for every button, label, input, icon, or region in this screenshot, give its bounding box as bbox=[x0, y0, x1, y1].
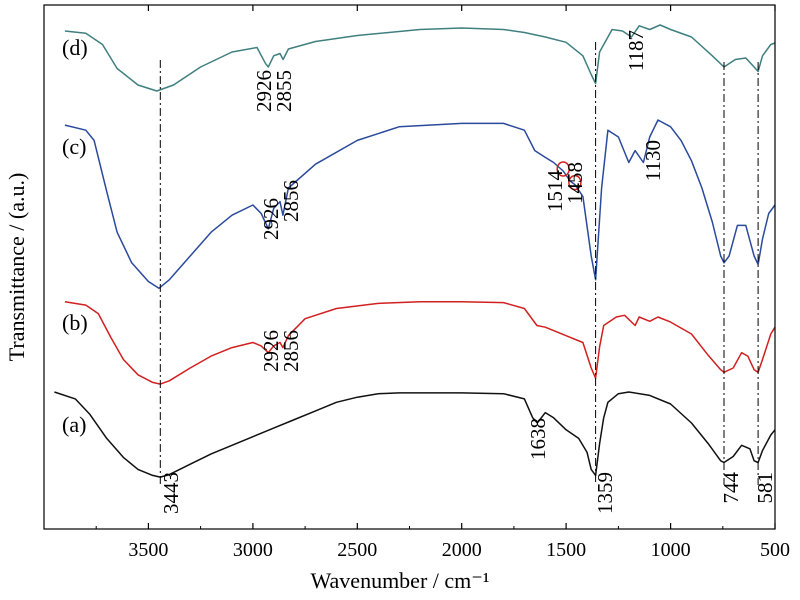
peak-label-d-2926: 2926 bbox=[252, 70, 276, 112]
circled-peak-1458 bbox=[568, 174, 582, 191]
peak-label-b-2926: 2926 bbox=[259, 330, 283, 372]
peak-label-c-1130: 1130 bbox=[641, 140, 665, 181]
peak-label-c-1514: 1514 bbox=[543, 170, 567, 213]
peak-label-c-2856: 2856 bbox=[279, 180, 303, 222]
peak-label-a-1359: 1359 bbox=[593, 472, 617, 514]
series-line-b bbox=[64, 300, 776, 385]
reference-lines-group bbox=[159, 42, 759, 485]
peak-label-d-1187: 1187 bbox=[624, 30, 648, 71]
x-axis-ticks: 3500 3000 2500 2000 1500 1000 500 bbox=[95, 5, 790, 561]
series-label-a: (a) bbox=[62, 412, 86, 437]
x-tick-label-2500: 2500 bbox=[337, 539, 377, 561]
x-tick-label-3500: 3500 bbox=[128, 539, 168, 561]
peak-label-a-744: 744 bbox=[719, 472, 743, 504]
series-line-d bbox=[64, 24, 776, 92]
peak-label-a-3443: 3443 bbox=[159, 472, 183, 514]
series-label-d: (d) bbox=[62, 35, 88, 60]
x-tick-label-500: 500 bbox=[760, 539, 790, 561]
x-tick-label-1500: 1500 bbox=[546, 539, 586, 561]
y-axis-title: Transmittance / (a.u.) bbox=[4, 173, 29, 362]
spectra-group bbox=[54, 24, 776, 478]
series-label-c: (c) bbox=[62, 134, 86, 159]
x-tick-label-2000: 2000 bbox=[442, 539, 482, 561]
peak-label-d-2855: 2855 bbox=[272, 70, 296, 112]
peak-label-a-581: 581 bbox=[753, 472, 777, 504]
x-tick-label-1000: 1000 bbox=[651, 539, 691, 561]
series-line-c bbox=[64, 119, 776, 290]
series-line-a bbox=[54, 391, 776, 478]
series-label-b: (b) bbox=[62, 310, 88, 335]
plot-frame bbox=[43, 4, 776, 530]
x-tick-label-3000: 3000 bbox=[233, 539, 273, 561]
circled-peak-1514 bbox=[556, 161, 570, 177]
x-axis-title: Wavenumber / cm⁻¹ bbox=[311, 568, 490, 593]
peak-label-b-2856: 2856 bbox=[279, 330, 303, 372]
peak-label-a-1638: 1638 bbox=[526, 418, 550, 460]
circled-peaks-group bbox=[556, 161, 582, 191]
peak-label-c-2926: 2926 bbox=[259, 198, 283, 240]
peak-label-c-1458: 1458 bbox=[563, 162, 587, 204]
